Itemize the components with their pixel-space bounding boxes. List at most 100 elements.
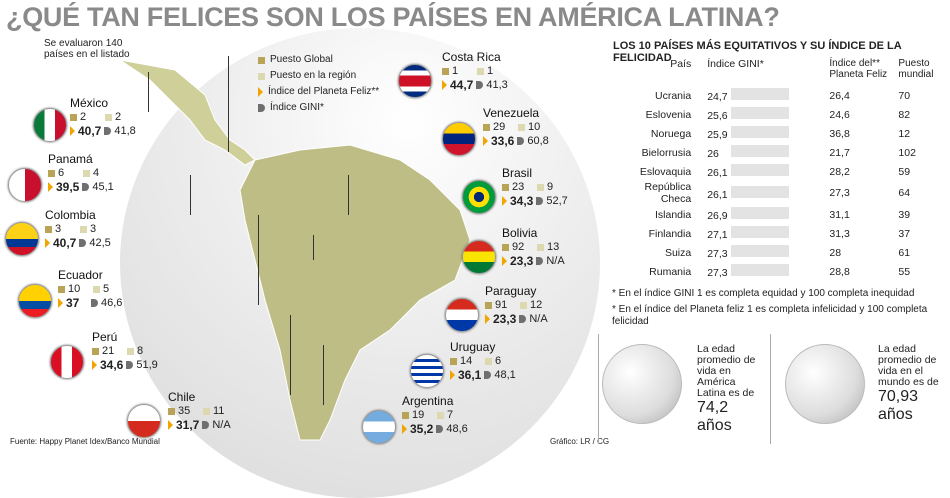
- global-rank: 35: [178, 405, 191, 417]
- happy-index-icon: [258, 87, 263, 97]
- table-row: Ucrania 24,7 26,4 70: [612, 86, 950, 105]
- legend-happy: Índice del Planeta Feliz**: [258, 84, 379, 100]
- bolivia-flag-icon: [462, 240, 496, 274]
- region-rank: 2: [115, 111, 122, 123]
- colombia-flag-icon: [5, 222, 39, 256]
- globe-americas-icon: [602, 344, 682, 424]
- gini-index: 60,8: [527, 135, 549, 147]
- row-country: Noruega: [650, 127, 692, 140]
- header-rank: Puesto mundial: [898, 58, 934, 80]
- gini-index: N/A: [546, 255, 565, 267]
- country-name: Argentina: [402, 394, 454, 408]
- gini-index: 51,9: [136, 359, 158, 371]
- row-happy: 36,8: [829, 127, 850, 140]
- gini-index: 41,8: [114, 125, 136, 137]
- row-country: República Checa: [644, 181, 692, 205]
- life-world-unit: años: [878, 406, 913, 423]
- brasil-flag-icon: [462, 180, 496, 214]
- row-rank: 61: [898, 246, 911, 259]
- row-gini: 27,3: [705, 243, 827, 262]
- uruguay-flag-icon: [410, 354, 444, 388]
- gini-index: N/A: [212, 419, 231, 431]
- row-happy: 31,3: [829, 227, 850, 240]
- country-name: Chile: [168, 390, 196, 404]
- header-country: País: [670, 58, 692, 70]
- country-paraguay: Paraguay 91 12 23,3 N/A: [485, 284, 552, 326]
- happy-index: 23,3: [493, 312, 517, 326]
- ecuador-flag-icon: [18, 284, 52, 318]
- global-rank: 2: [80, 111, 87, 123]
- legend-global: Puesto Global: [258, 52, 379, 68]
- table-header: País Índice GINI* Índice del** Planeta F…: [612, 58, 950, 86]
- row-country: Islandia: [655, 208, 692, 221]
- country-argentina: Argentina 19 7 35,2 48,6: [402, 394, 469, 436]
- legend-global-label: Puesto Global: [270, 54, 333, 65]
- row-gini-value: 26: [707, 148, 719, 160]
- row-gini: 24,7: [705, 86, 827, 105]
- notes: * En el índice GINI 1 es completa equida…: [612, 288, 942, 328]
- row-gini: 27,3: [705, 262, 827, 281]
- leader-line: [323, 345, 324, 405]
- gini-index: 46,6: [101, 297, 123, 309]
- happy-index: 40,7: [78, 124, 102, 138]
- row-gini-value: 25,6: [707, 110, 728, 122]
- legend: Puesto Global Puesto en la región Índice…: [258, 52, 379, 116]
- happy-index: 23,3: [510, 254, 534, 268]
- leader-line: [228, 56, 229, 152]
- leader-line: [348, 175, 349, 215]
- leader-line: [290, 315, 291, 395]
- global-rank: 10: [68, 283, 81, 295]
- country-name: Perú: [92, 330, 118, 344]
- country-ecuador: Ecuador 10 5 37 46,6: [58, 268, 125, 310]
- paraguay-flag-icon: [445, 298, 479, 332]
- peru-flag-icon: [50, 345, 84, 379]
- country-name: Uruguay: [450, 340, 496, 354]
- table-row: Eslovaquia 26,1 28,2 59: [612, 162, 950, 181]
- leader-line: [148, 72, 149, 112]
- gini-bar: [731, 164, 790, 176]
- row-gini: 27,1: [705, 224, 827, 243]
- happy-index: 40,7: [53, 236, 77, 250]
- table-row: Islandia 26,9 31,1 39: [612, 205, 950, 224]
- table-row: República Checa 26,1 27,3 64: [612, 181, 950, 205]
- row-happy: 21,7: [829, 146, 850, 159]
- country-name: Panamá: [48, 152, 93, 166]
- region-rank: 9: [547, 181, 554, 193]
- region-rank: 4: [93, 167, 100, 179]
- gini-bar: [731, 88, 790, 100]
- equity-table: País Índice GINI* Índice del** Planeta F…: [612, 58, 950, 281]
- chile-flag-icon: [127, 404, 161, 438]
- table-row: Eslovenia 25,6 24,6 82: [612, 105, 950, 124]
- country-name: Ecuador: [58, 268, 103, 282]
- page-title: ¿QUÉ TAN FELICES SON LOS PAÍSES EN AMÉRI…: [6, 2, 780, 32]
- gini-bar: [731, 185, 790, 198]
- table-row: Bielorrusia 26 21,7 102: [612, 143, 950, 162]
- country-name: Costa Rica: [442, 50, 501, 64]
- row-rank: 12: [898, 127, 911, 140]
- country-brasil: Brasil 23 9 34,3 52,7: [502, 166, 569, 208]
- gini-bar: [731, 107, 790, 119]
- legend-gini: Índice GINI*: [258, 100, 379, 116]
- row-happy: 26,4: [829, 89, 850, 102]
- globe-world-icon: [785, 344, 865, 424]
- gini-bar: [731, 226, 790, 238]
- table-row: Noruega 25,9 36,8 12: [612, 124, 950, 143]
- global-rank: 92: [512, 241, 525, 253]
- row-country: Finlandia: [648, 227, 692, 240]
- happy-index: 36,1: [458, 368, 482, 382]
- country-name: Brasil: [502, 166, 533, 180]
- row-happy: 28,8: [829, 265, 850, 278]
- row-country: Rumania: [649, 265, 692, 278]
- leader-line: [258, 215, 259, 305]
- gini-bar: [731, 245, 790, 257]
- row-gini-value: 27,3: [707, 248, 728, 260]
- row-rank: 82: [898, 108, 911, 121]
- global-rank: 21: [102, 345, 115, 357]
- country-colombia: Colombia 3 3 40,7 42,5: [45, 208, 112, 250]
- note-happy: * En el índice del Planeta feliz 1 es co…: [612, 304, 928, 327]
- region-rank: 12: [530, 299, 543, 311]
- row-gini-value: 26,9: [707, 210, 728, 222]
- country-costarica: Costa Rica 1 1 44,7 41,3: [442, 50, 509, 92]
- row-happy: 31,1: [829, 208, 850, 221]
- region-rank: 11: [213, 405, 225, 417]
